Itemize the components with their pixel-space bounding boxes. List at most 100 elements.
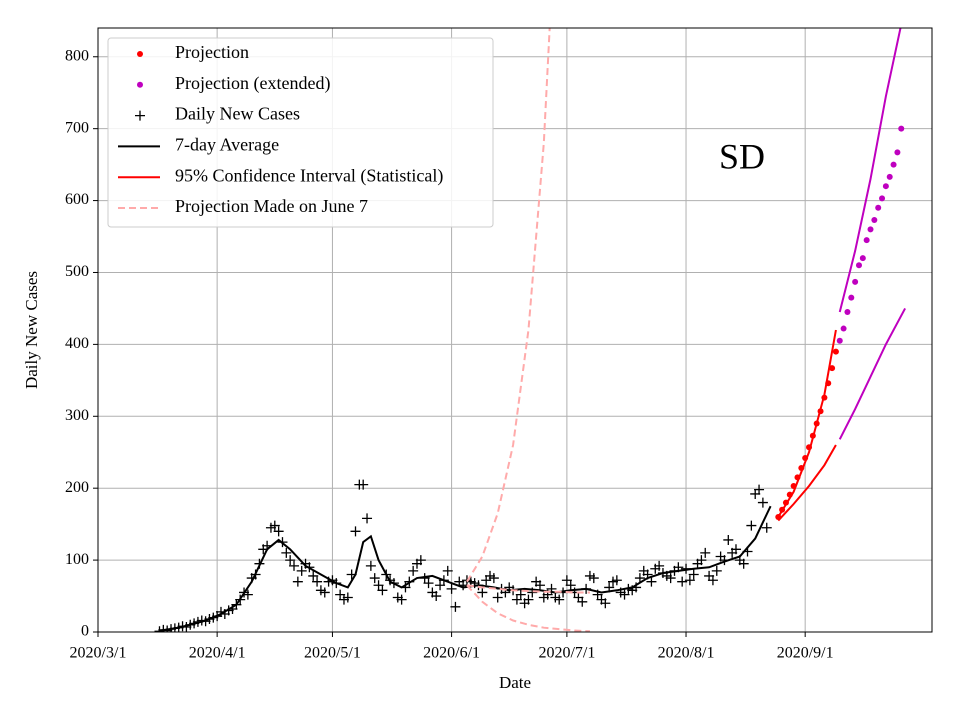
case-marker [677, 576, 688, 587]
case-marker [746, 520, 757, 531]
legend-label: Daily New Cases [175, 104, 300, 124]
projection-june-line [466, 28, 551, 583]
case-marker [696, 555, 707, 566]
projection-dot [848, 294, 855, 301]
projection-june-line [466, 584, 590, 594]
plot-area [154, 28, 906, 632]
case-marker [754, 484, 765, 495]
projection-dot [832, 348, 839, 355]
average-line [159, 505, 772, 632]
y-tick-label: 0 [81, 623, 89, 640]
case-marker [350, 526, 361, 537]
annotation: SD [719, 136, 765, 176]
y-tick-label: 500 [65, 263, 89, 280]
case-marker [665, 573, 676, 584]
axes-frame [97, 27, 933, 633]
interval-upper [838, 28, 902, 313]
case-marker [358, 479, 369, 490]
legend-label: 95% Confidence Interval (Statistical) [175, 165, 443, 186]
case-marker [700, 547, 711, 558]
case-marker [365, 560, 376, 571]
case-marker [289, 560, 300, 571]
case-marker [408, 565, 419, 576]
case-marker [319, 587, 330, 598]
case-marker [477, 587, 488, 598]
legend-label: 7-day Average [175, 135, 279, 155]
case-marker [646, 576, 657, 587]
case-marker [423, 578, 434, 589]
projection-dot [890, 161, 897, 168]
case-marker [285, 555, 296, 566]
projection-dot [875, 204, 882, 211]
x-tick-label: 2020/6/1 [423, 645, 480, 662]
x-tick-label: 2020/7/1 [538, 645, 595, 662]
y-tick-label: 200 [65, 479, 89, 496]
projection-dot [855, 262, 862, 269]
legend-symbol [137, 81, 143, 88]
y-tick-label: 300 [65, 407, 89, 424]
case-marker [730, 544, 741, 555]
case-marker [335, 589, 346, 600]
y-tick-label: 600 [65, 191, 89, 208]
case-marker [435, 580, 446, 591]
projection-dot [879, 195, 886, 202]
interval-upper [777, 329, 837, 518]
legend-label: Projection (extended) [175, 73, 330, 94]
projection-dot [859, 255, 866, 262]
projection-dot [829, 365, 836, 372]
legend-box [107, 37, 494, 228]
case-marker [308, 570, 319, 581]
projection-dot [863, 237, 870, 244]
legend-symbol [137, 51, 143, 57]
case-marker [377, 585, 388, 596]
projection-dot [886, 173, 893, 180]
case-marker [492, 592, 503, 603]
x-axis-label: Date [499, 673, 531, 692]
case-marker [415, 555, 426, 566]
case-marker [242, 589, 253, 600]
interval-lower [777, 444, 837, 522]
case-marker [707, 575, 718, 586]
x-tick-label: 2020/9/1 [777, 645, 834, 662]
case-marker [611, 575, 622, 586]
case-marker [362, 513, 373, 524]
case-marker [431, 591, 442, 602]
case-marker [688, 569, 699, 580]
case-marker [588, 573, 599, 584]
y-tick-label: 700 [65, 119, 89, 136]
case-marker [281, 547, 292, 558]
y-tick-label: 100 [65, 551, 89, 568]
case-marker [292, 576, 303, 587]
case-marker [273, 526, 284, 537]
case-marker [446, 583, 457, 594]
case-marker [269, 520, 280, 531]
y-tick-label: 400 [65, 335, 89, 352]
case-marker [761, 522, 772, 533]
x-tick-label: 2020/3/1 [70, 645, 127, 662]
case-marker [312, 576, 323, 587]
x-tick-label: 2020/5/1 [304, 645, 361, 662]
case-marker [600, 598, 611, 609]
case-marker [654, 560, 665, 571]
projection-dot [852, 278, 859, 285]
projection-dot [867, 226, 874, 233]
legend-symbol [135, 110, 145, 121]
case-marker [738, 558, 749, 569]
case-marker [723, 534, 734, 545]
y-tick-label: 800 [65, 47, 89, 64]
x-tick-label: 2020/4/1 [189, 645, 246, 662]
case-marker [561, 575, 572, 586]
projection-dot [844, 309, 851, 316]
case-marker [373, 580, 384, 591]
case-marker [634, 573, 645, 584]
case-marker [488, 573, 499, 584]
case-marker [296, 565, 307, 576]
case-marker [369, 573, 380, 584]
case-marker [619, 589, 630, 600]
projection-june-line [466, 584, 590, 632]
case-marker [515, 589, 526, 600]
case-marker [534, 580, 545, 591]
case-marker [342, 592, 353, 603]
y-axis-label: Daily New Cases [22, 271, 41, 389]
